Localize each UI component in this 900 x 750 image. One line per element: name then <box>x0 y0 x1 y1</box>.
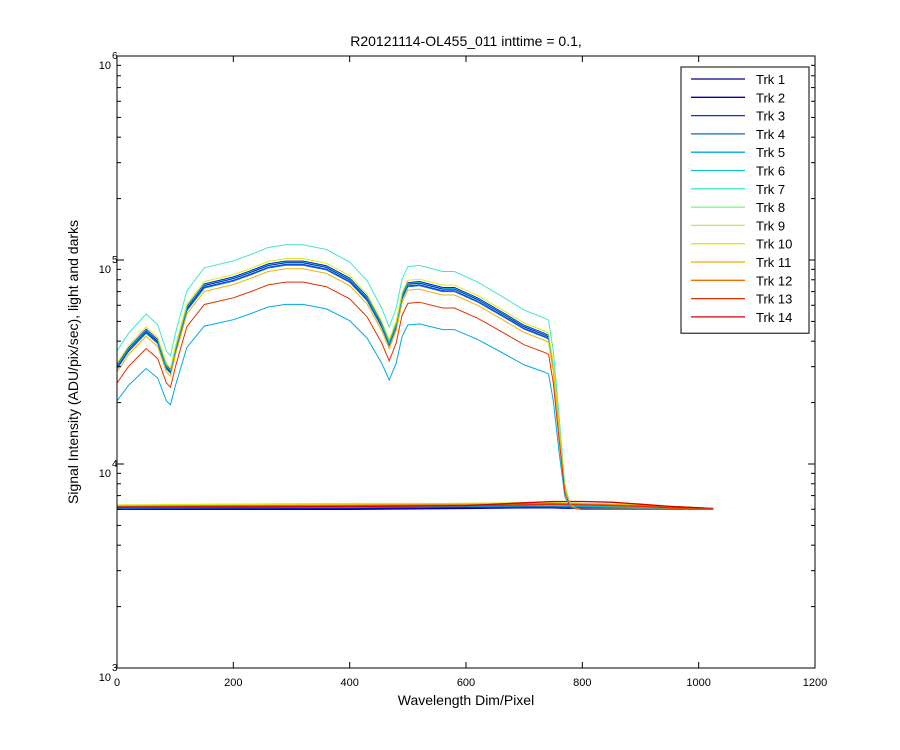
y-tick-label-base: 10 <box>99 60 111 72</box>
legend-label-trk-7: Trk 7 <box>756 182 785 197</box>
y-tick-label-base: 10 <box>99 672 111 684</box>
chart-title: R20121114-OL455_011 inttime = 0.1, <box>350 33 582 49</box>
legend-label-trk-9: Trk 9 <box>756 218 785 233</box>
y-axis-label: Signal Intensity (ADU/pix/sec), light an… <box>65 220 81 504</box>
legend-label-trk-8: Trk 8 <box>756 200 785 215</box>
legend-label-trk-12: Trk 12 <box>756 273 792 288</box>
y-tick-label-exponent: 3 <box>112 663 118 674</box>
legend-label-trk-5: Trk 5 <box>756 145 785 160</box>
x-tick-label: 400 <box>340 677 358 689</box>
legend-label-trk-11: Trk 11 <box>756 255 791 270</box>
legend-label-trk-14: Trk 14 <box>756 310 792 325</box>
legend-label-trk-6: Trk 6 <box>756 164 785 179</box>
y-tick-label-exponent: 6 <box>112 51 118 62</box>
y-tick-label-base: 10 <box>99 264 111 276</box>
legend-label-trk-2: Trk 2 <box>756 90 785 105</box>
legend: Trk 1 Trk 2 Trk 3 Trk 4 Trk 5 Trk 6 Trk 7 Trk 8… <box>680 66 810 334</box>
x-axis-label: Wavelength Dim/Pixel <box>398 692 534 708</box>
x-tick-label: 1000 <box>686 677 710 689</box>
x-tick-label: 800 <box>573 677 591 689</box>
legend-box <box>680 66 810 334</box>
series-light-line-trk-13 <box>117 281 714 510</box>
y-tick-label-base: 10 <box>99 468 111 480</box>
legend-label-trk-1: Trk 1 <box>756 72 785 87</box>
x-tick-label: 0 <box>114 677 120 689</box>
series-layer <box>117 244 714 510</box>
legend-label-trk-3: Trk 3 <box>756 109 785 124</box>
x-tick-label: 1200 <box>803 677 827 689</box>
x-tick-label: 600 <box>457 677 475 689</box>
legend-label-trk-13: Trk 13 <box>756 292 792 307</box>
y-tick-label-exponent: 4 <box>112 459 118 470</box>
legend-label-trk-4: Trk 4 <box>756 127 785 142</box>
x-tick-label: 200 <box>224 677 242 689</box>
legend-label-trk-10: Trk 10 <box>756 237 792 252</box>
y-tick-label-exponent: 5 <box>112 255 118 266</box>
